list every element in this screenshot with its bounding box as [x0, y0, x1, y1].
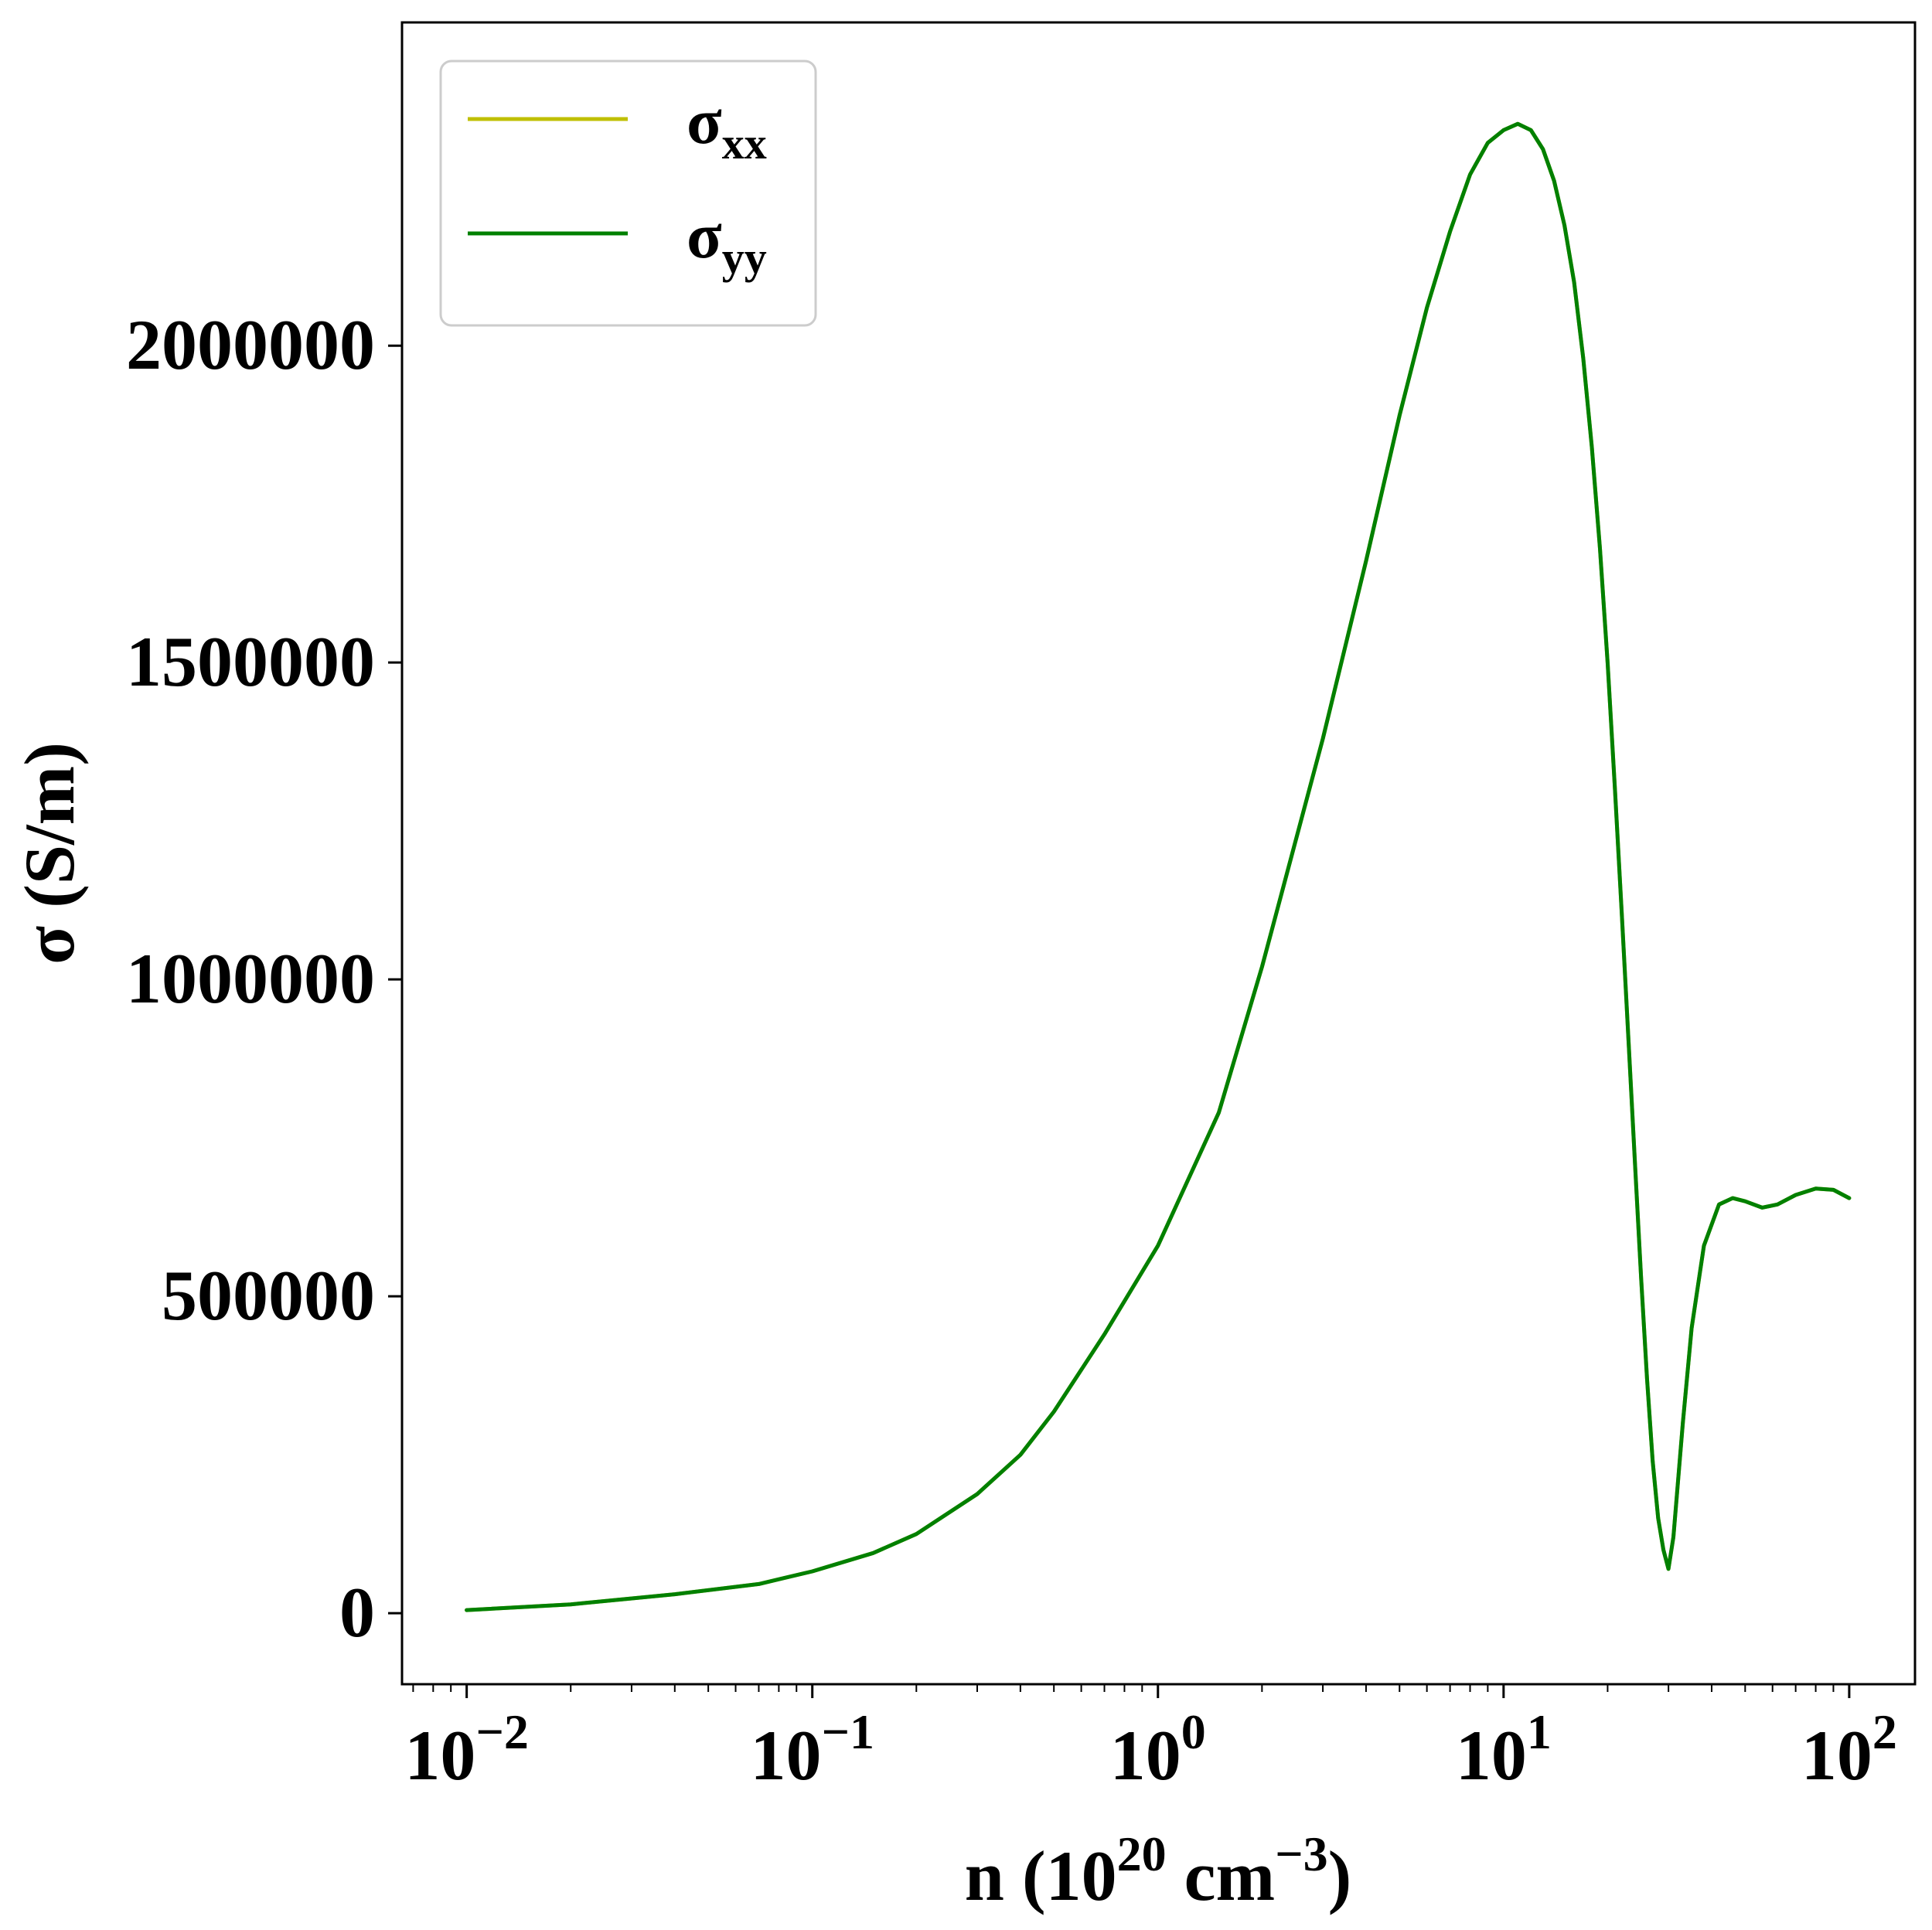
legend-label-sigma-yy: σyy: [687, 200, 767, 283]
legend-box: [439, 60, 817, 327]
x-axis-label: n (1020 cm−3): [965, 1826, 1351, 1915]
x-tick-label: 10−2: [404, 1704, 528, 1795]
y-tick-label: 1500000: [126, 622, 375, 701]
x-tick-label: 101: [1456, 1704, 1552, 1795]
legend: σxx σyy: [439, 60, 817, 327]
x-minor-ticks: [412, 1684, 1835, 1692]
y-tick-label: 500000: [162, 1256, 375, 1335]
y-tick-label: 2000000: [126, 305, 375, 384]
x-tick-label: 10−1: [750, 1704, 874, 1795]
series-line-sigma-yy: [465, 121, 1852, 1612]
x-axis-ticks: 10−2 10−1 100 101 102: [404, 1684, 1897, 1795]
legend-label-sigma-xx: σxx: [687, 86, 767, 168]
y-axis-label: σ (S/m): [10, 742, 89, 965]
series-lines: [465, 121, 1852, 1612]
y-tick-label: 0: [339, 1573, 375, 1652]
y-tick-label: 1000000: [126, 939, 375, 1018]
x-tick-label: 102: [1801, 1704, 1897, 1795]
x-tick-label: 100: [1110, 1704, 1206, 1795]
y-axis-ticks: 0 500000 1000000 1500000 2000000: [126, 305, 402, 1652]
